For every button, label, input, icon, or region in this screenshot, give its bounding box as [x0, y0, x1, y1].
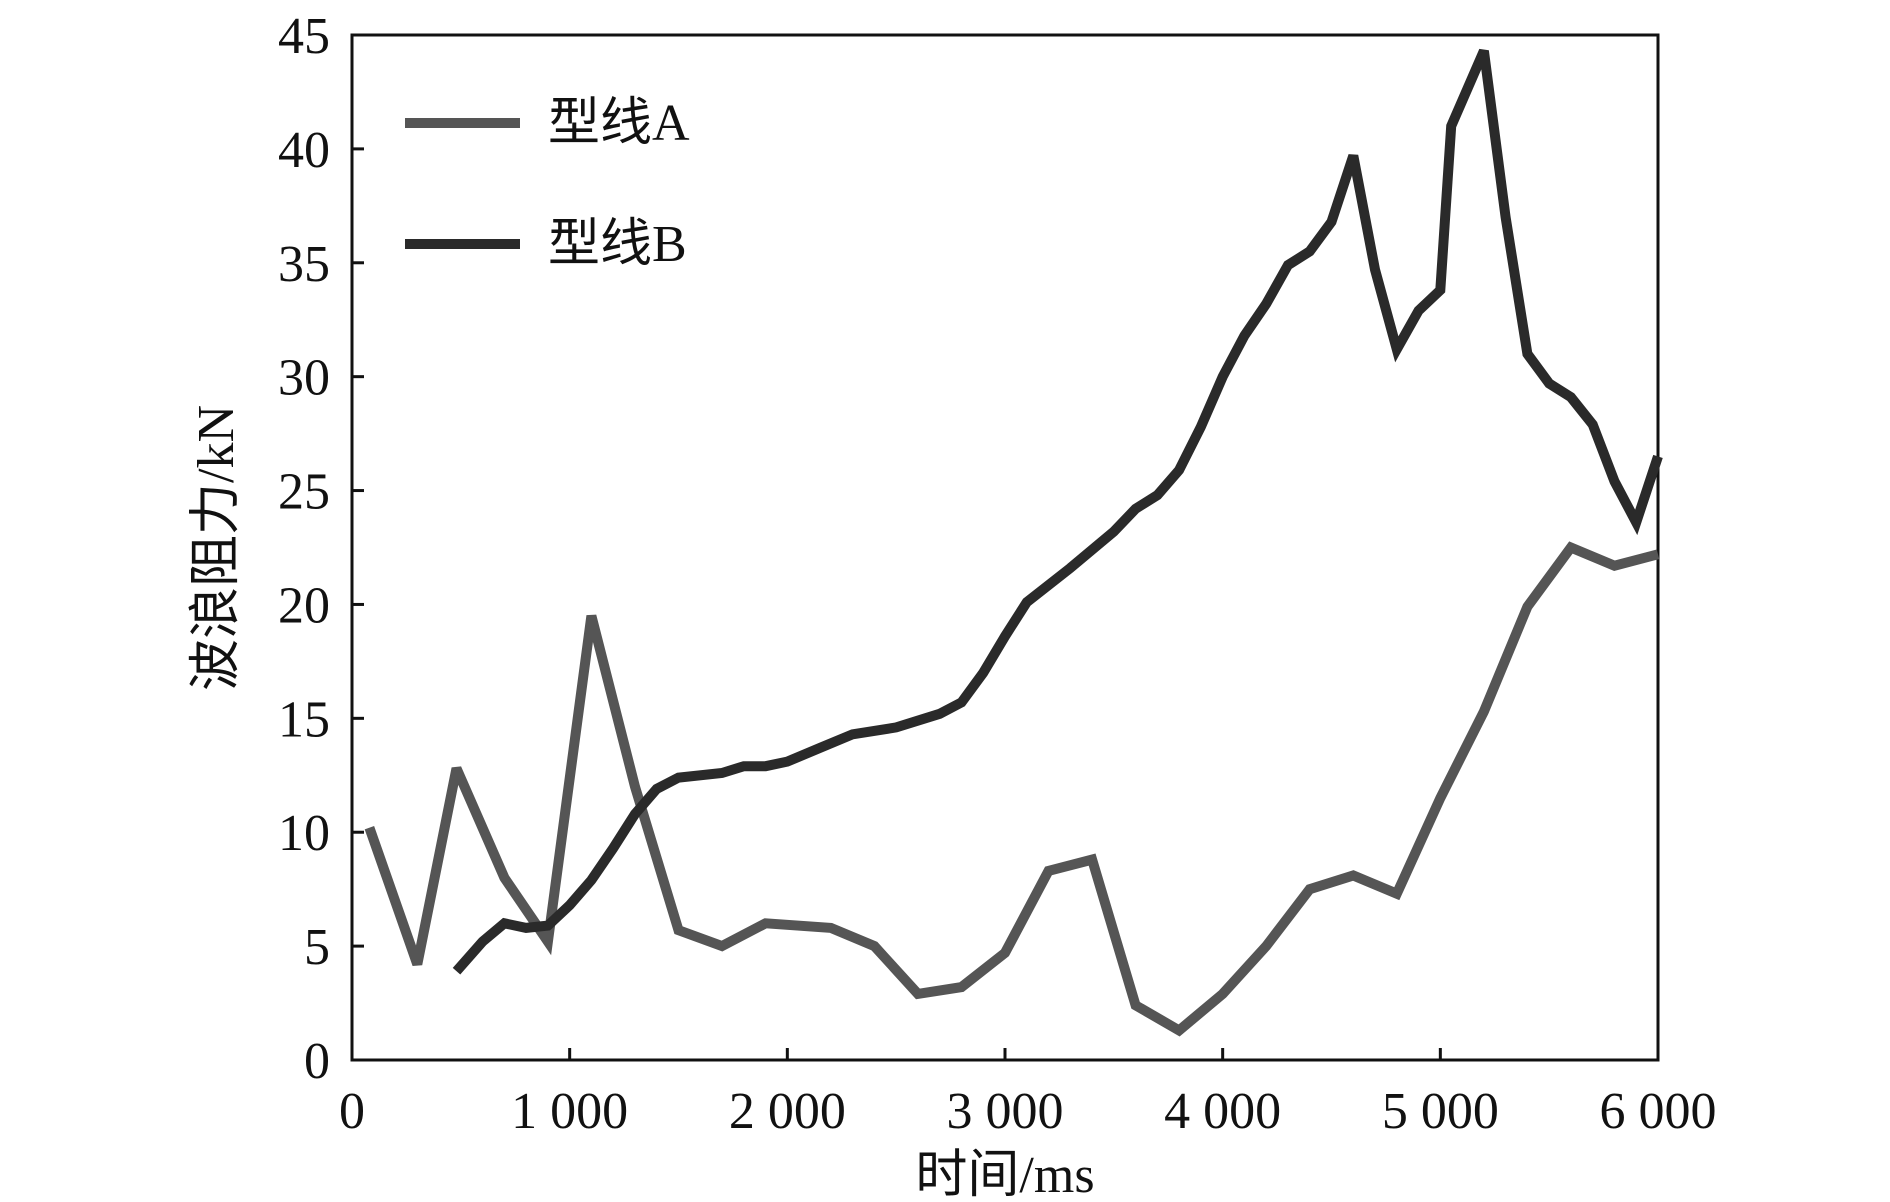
x-axis: 0 1 000 2 000 3 000 4 000 5 000 6 000	[339, 1048, 1717, 1140]
series-line-b	[452, 48, 1663, 975]
series-layer	[364, 48, 1663, 1037]
x-tick-label: 0	[339, 1083, 365, 1140]
y-tick-label: 40	[278, 122, 330, 179]
x-tick-label: 2 000	[729, 1083, 846, 1140]
y-tick-label: 35	[278, 236, 330, 293]
y-axis: 0 5 10 15 20 25 30 35 40 45	[278, 8, 364, 1090]
x-axis-title: 时间/ms	[915, 1147, 1094, 1202]
x-tick-label: 5 000	[1382, 1083, 1499, 1140]
y-axis-title: 波浪阻力/kN	[188, 405, 245, 691]
y-tick-label: 5	[304, 919, 330, 976]
x-tick-label: 1 000	[511, 1083, 628, 1140]
series-line-a	[364, 541, 1660, 1037]
y-tick-label: 25	[278, 464, 330, 521]
x-tick-label: 4 000	[1164, 1083, 1281, 1140]
y-tick-label: 15	[278, 691, 330, 748]
x-tick-label: 6 000	[1600, 1083, 1717, 1140]
y-tick-label: 10	[278, 805, 330, 862]
y-tick-label: 45	[278, 8, 330, 65]
legend-label: 型线B	[548, 216, 687, 273]
legend: 型线A 型线B	[405, 95, 690, 273]
y-tick-label: 20	[278, 577, 330, 634]
legend-label: 型线A	[548, 95, 690, 152]
y-tick-label: 0	[304, 1033, 330, 1090]
y-tick-label: 30	[278, 350, 330, 407]
x-tick-label: 3 000	[947, 1083, 1064, 1140]
